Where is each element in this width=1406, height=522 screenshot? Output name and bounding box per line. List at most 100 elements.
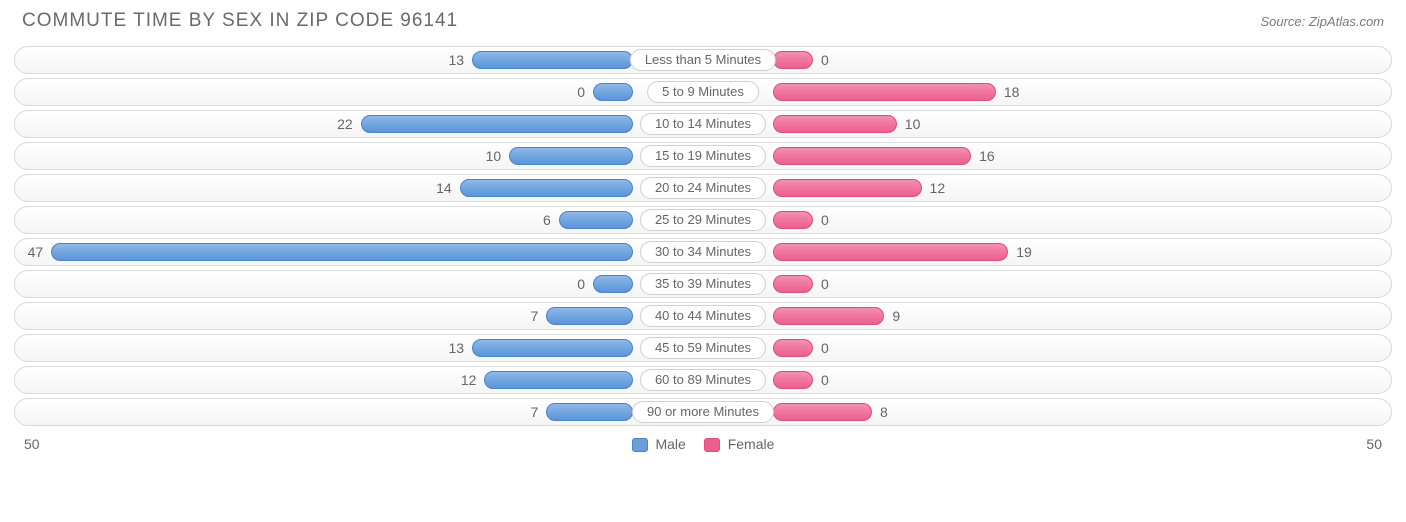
male-bar <box>472 339 633 357</box>
male-half: 0 <box>15 79 703 105</box>
female-bar <box>773 83 996 101</box>
row-label: 25 to 29 Minutes <box>640 209 766 231</box>
male-value: 7 <box>523 308 547 324</box>
female-value: 8 <box>872 404 896 420</box>
male-value: 7 <box>523 404 547 420</box>
bar-row: 14 12 20 to 24 Minutes <box>14 174 1392 202</box>
bar-row: 7 940 to 44 Minutes <box>14 302 1392 330</box>
male-bar <box>472 51 633 69</box>
chart-header: Commute Time by Sex in Zip Code 96141 So… <box>14 10 1392 32</box>
female-half: 10 <box>703 111 1391 137</box>
row-label: 20 to 24 Minutes <box>640 177 766 199</box>
female-half: 0 <box>703 367 1391 393</box>
male-value: 47 <box>20 244 52 260</box>
male-bar <box>484 371 633 389</box>
row-label: 35 to 39 Minutes <box>640 273 766 295</box>
bar-row: 13 0 45 to 59 Minutes <box>14 334 1392 362</box>
female-swatch-icon <box>704 438 720 452</box>
bar-row: 22 10 10 to 14 Minutes <box>14 110 1392 138</box>
female-half: 9 <box>703 303 1391 329</box>
male-bar <box>546 307 633 325</box>
bar-row: 6 0 25 to 29 Minutes <box>14 206 1392 234</box>
chart-title: Commute Time by Sex in Zip Code 96141 <box>22 10 458 32</box>
male-bar <box>593 83 633 101</box>
male-value: 6 <box>535 212 559 228</box>
female-value: 10 <box>897 116 929 132</box>
female-value: 12 <box>922 180 954 196</box>
female-value: 0 <box>813 340 837 356</box>
male-half: 6 <box>15 207 703 233</box>
axis-max-left: 50 <box>24 436 40 452</box>
row-label: 15 to 19 Minutes <box>640 145 766 167</box>
male-value: 13 <box>440 52 472 68</box>
female-value: 0 <box>813 276 837 292</box>
female-half: 0 <box>703 207 1391 233</box>
male-value: 0 <box>569 84 593 100</box>
chart-footer: 50 Male Female 50 <box>14 432 1392 456</box>
female-half: 16 <box>703 143 1391 169</box>
bar-row: 13 0Less than 5 Minutes <box>14 46 1392 74</box>
legend: Male Female <box>632 436 775 452</box>
male-half: 7 <box>15 399 703 425</box>
female-bar <box>773 243 1008 261</box>
bar-row: 12 0 60 to 89 Minutes <box>14 366 1392 394</box>
male-half: 0 <box>15 271 703 297</box>
row-label: 5 to 9 Minutes <box>647 81 759 103</box>
bar-row: 10 16 15 to 19 Minutes <box>14 142 1392 170</box>
row-label: 40 to 44 Minutes <box>640 305 766 327</box>
male-half: 22 <box>15 111 703 137</box>
female-half: 0 <box>703 271 1391 297</box>
female-bar <box>773 115 897 133</box>
male-bar <box>593 275 633 293</box>
bar-row: 7 8 90 or more Minutes <box>14 398 1392 426</box>
male-half: 47 <box>15 239 703 265</box>
bar-row: 0 18 5 to 9 Minutes <box>14 78 1392 106</box>
male-half: 10 <box>15 143 703 169</box>
row-label: 90 or more Minutes <box>632 401 774 423</box>
row-label: 30 to 34 Minutes <box>640 241 766 263</box>
female-half: 12 <box>703 175 1391 201</box>
female-bar <box>773 307 884 325</box>
female-value: 19 <box>1008 244 1040 260</box>
female-bar <box>773 51 813 69</box>
female-value: 18 <box>996 84 1028 100</box>
female-value: 0 <box>813 372 837 388</box>
female-half: 19 <box>703 239 1391 265</box>
male-half: 14 <box>15 175 703 201</box>
row-label: 60 to 89 Minutes <box>640 369 766 391</box>
male-bar <box>361 115 633 133</box>
legend-male-label: Male <box>655 436 685 452</box>
male-half: 12 <box>15 367 703 393</box>
female-half: 0 <box>703 335 1391 361</box>
female-value: 0 <box>813 212 837 228</box>
male-bar <box>546 403 633 421</box>
female-bar <box>773 339 813 357</box>
female-bar <box>773 275 813 293</box>
male-value: 13 <box>440 340 472 356</box>
female-half: 0 <box>703 47 1391 73</box>
male-value: 10 <box>478 148 510 164</box>
row-label: Less than 5 Minutes <box>630 49 776 71</box>
legend-female: Female <box>704 436 775 452</box>
female-half: 8 <box>703 399 1391 425</box>
male-value: 0 <box>569 276 593 292</box>
male-swatch-icon <box>632 438 648 452</box>
male-value: 22 <box>329 116 361 132</box>
male-bar <box>51 243 633 261</box>
female-bar <box>773 371 813 389</box>
female-bar <box>773 147 971 165</box>
chart-source: Source: ZipAtlas.com <box>1260 14 1384 29</box>
male-bar <box>559 211 633 229</box>
bar-row: 0 0 35 to 39 Minutes <box>14 270 1392 298</box>
axis-max-right: 50 <box>1366 436 1382 452</box>
row-label: 10 to 14 Minutes <box>640 113 766 135</box>
row-label: 45 to 59 Minutes <box>640 337 766 359</box>
male-value: 12 <box>453 372 485 388</box>
female-half: 18 <box>703 79 1391 105</box>
male-half: 7 <box>15 303 703 329</box>
female-value: 16 <box>971 148 1003 164</box>
female-bar <box>773 403 872 421</box>
male-half: 13 <box>15 47 703 73</box>
male-bar <box>460 179 633 197</box>
chart-rows: 130Less than 5 Minutes0185 to 9 Minutes2… <box>14 46 1392 426</box>
